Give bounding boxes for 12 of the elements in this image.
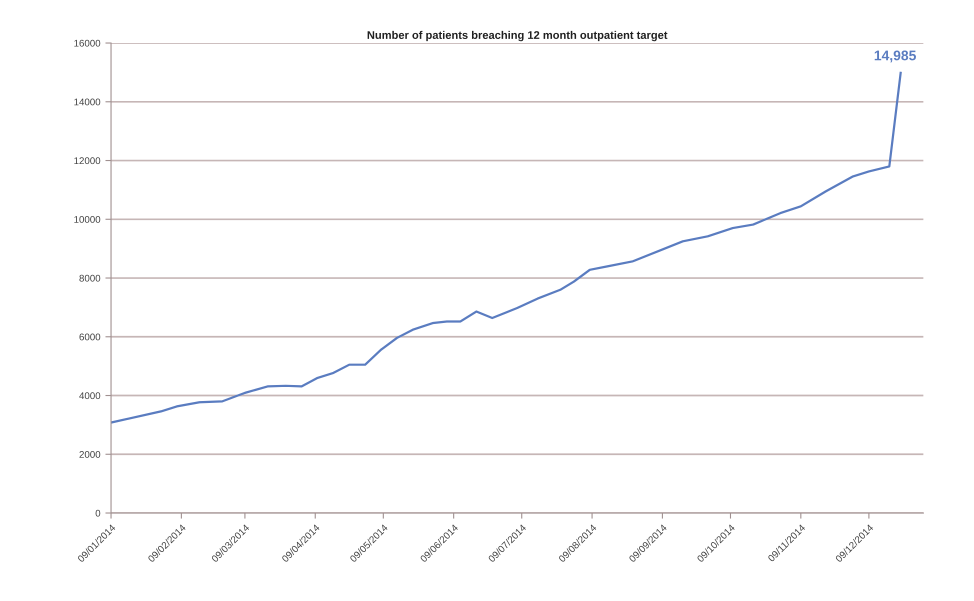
y-tick-label: 12000	[74, 157, 100, 164]
y-tick-label: 8000	[79, 274, 100, 282]
y-tick-label: 6000	[79, 334, 100, 340]
y-tick-label: 16000	[74, 40, 100, 47]
chart-title: Number of patients breaching 12 month outpatient target	[368, 30, 668, 42]
y-tick-label: 4000	[79, 392, 100, 400]
y-tick-label: 0	[96, 510, 100, 517]
line-series	[111, 72, 902, 424]
y-tick-label: 2000	[79, 451, 100, 458]
y-tick-label: 10000	[74, 216, 100, 223]
y-tick-label: 14000	[74, 98, 100, 106]
data-label: 14,985	[874, 50, 916, 62]
